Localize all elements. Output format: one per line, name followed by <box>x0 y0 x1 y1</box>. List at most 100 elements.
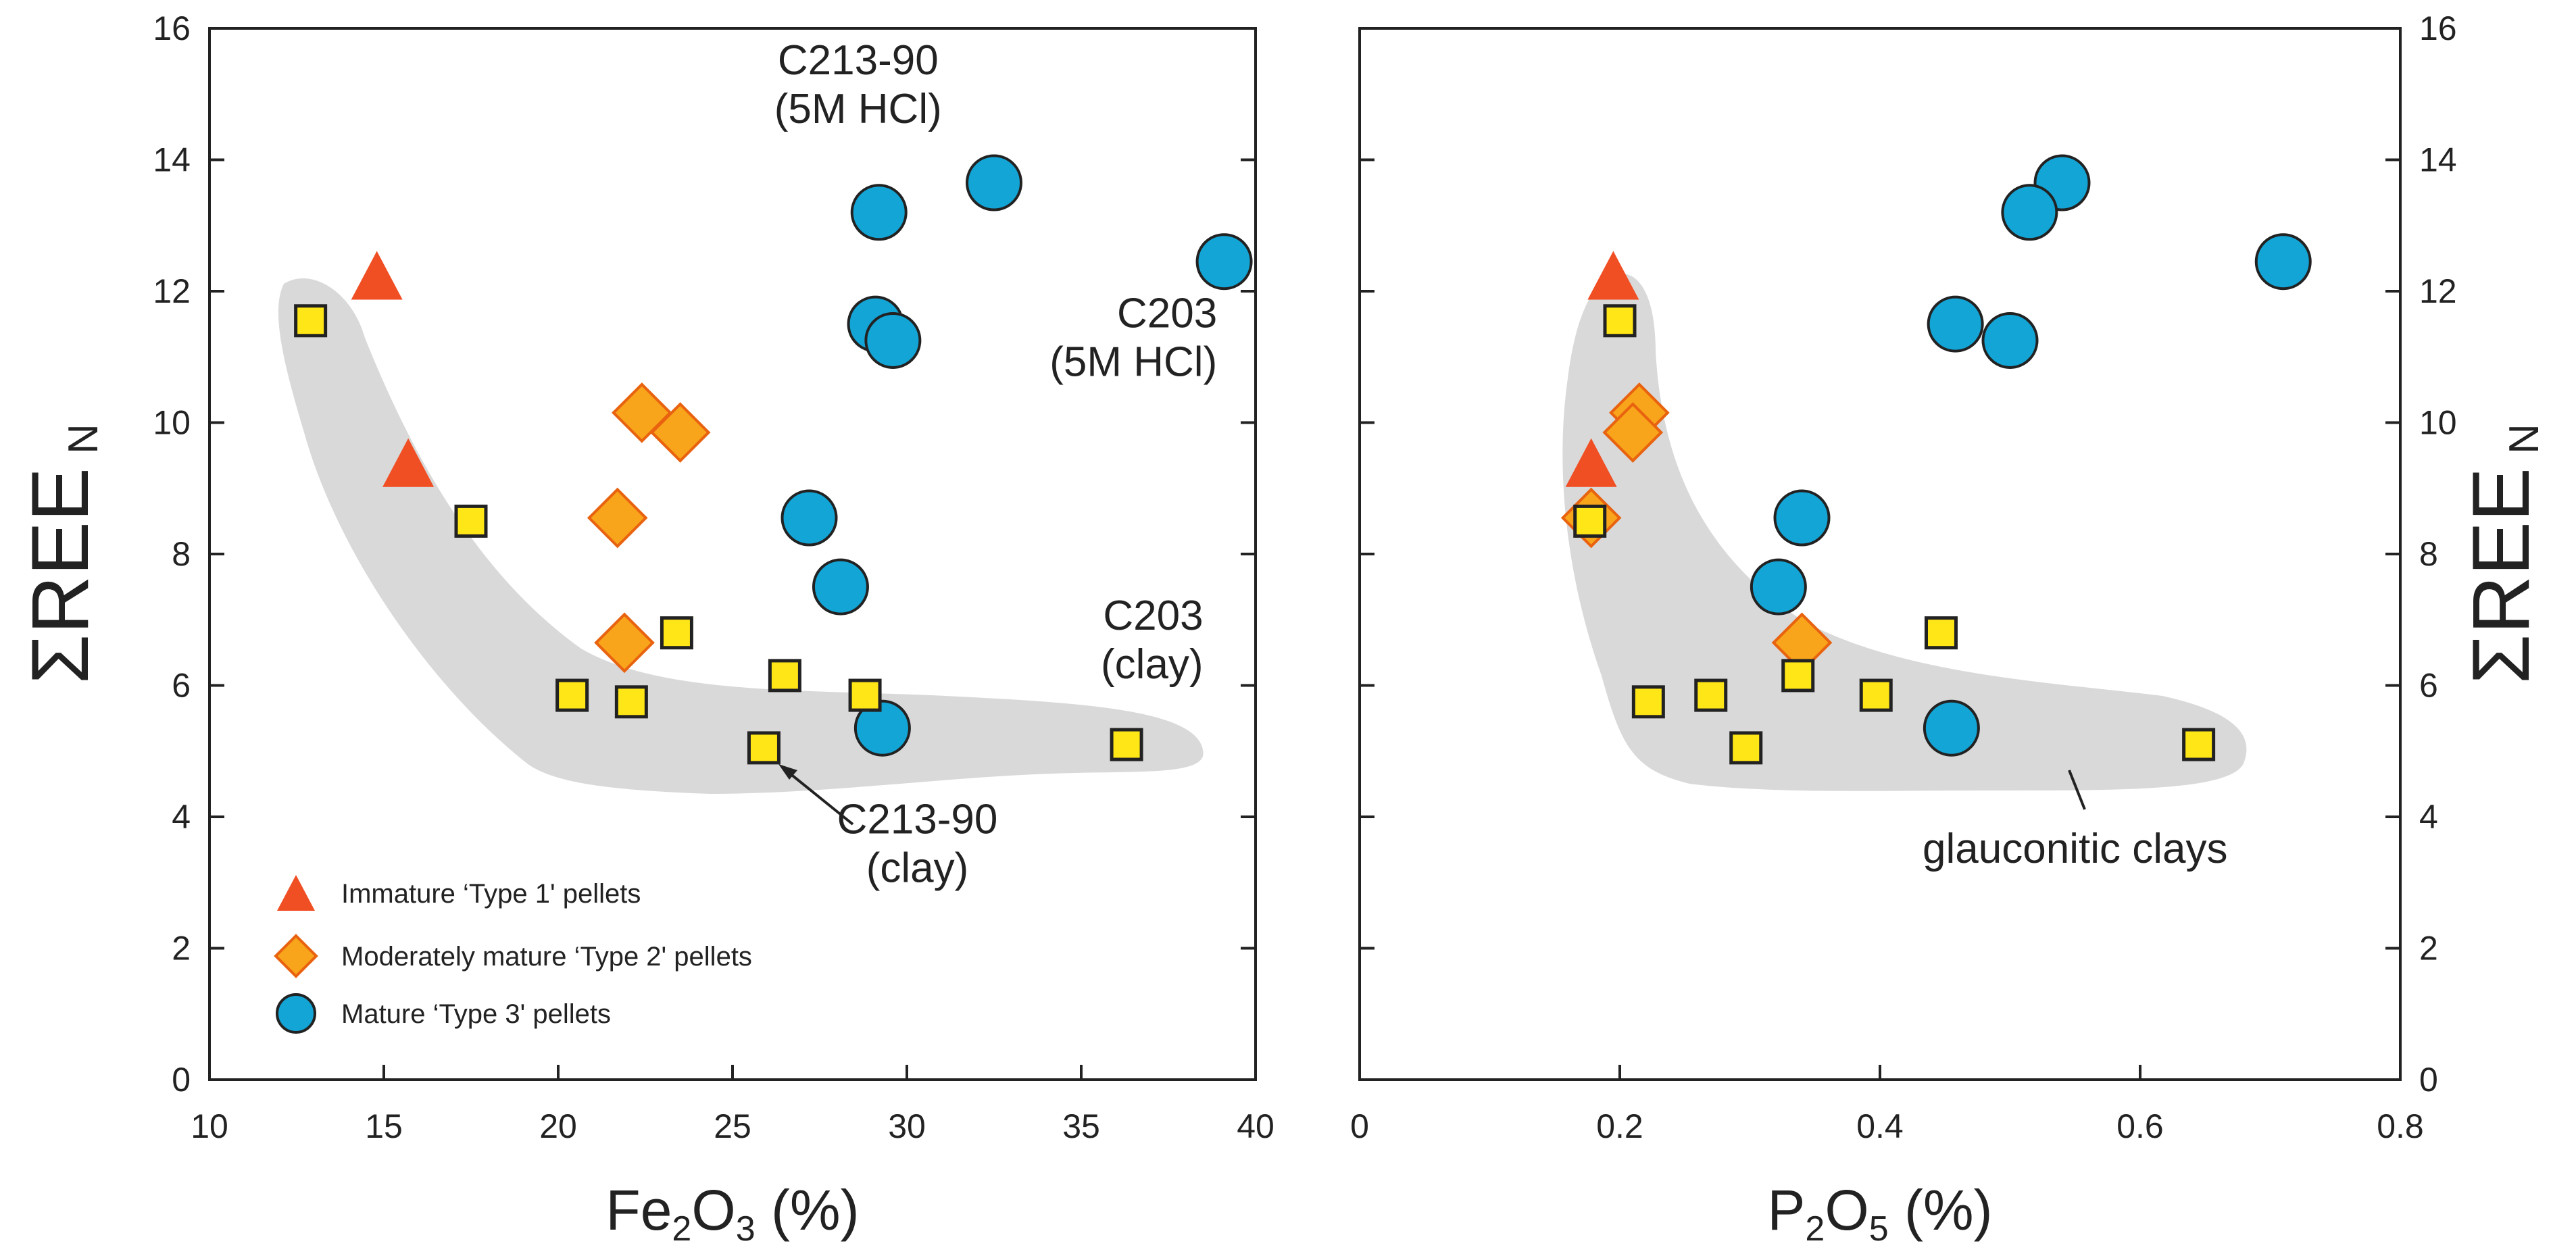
y-tick-label: 16 <box>153 9 191 47</box>
clay-point <box>1110 728 1143 761</box>
legend: Immature ‘Type 1' pellets Moderately mat… <box>274 875 752 1034</box>
x-axis-title-text: (%) <box>1889 1178 1993 1242</box>
y-tick-label: 2 <box>2419 930 2438 968</box>
sample-annotation: C213-90 (clay) <box>837 796 998 891</box>
annotation-line: C213-90 <box>837 796 998 843</box>
sample-annotation: C203 (5M HCl) <box>1049 290 1217 385</box>
x-tick-label: 15 <box>365 1107 403 1145</box>
y-tick-label: 8 <box>172 535 191 573</box>
y-axis-title-main: ΣREE <box>15 468 105 684</box>
clay-point <box>1781 659 1815 693</box>
type3-pellet-point <box>1750 558 1807 616</box>
tick-layer-right: 0 0.2 0.4 0.6 0.8 0 2 4 6 8 10 12 14 16 <box>1350 9 2457 1145</box>
x-axis-title-text: O <box>691 1178 735 1242</box>
annotation-line: C203 <box>1103 593 1203 639</box>
y-tick-label: 4 <box>2419 798 2438 836</box>
x-tick-label: 25 <box>714 1107 751 1145</box>
x-axis-title-text: (%) <box>756 1178 860 1242</box>
type1-pellet-point <box>1587 251 1639 300</box>
type1-pellet-point <box>1565 438 1617 487</box>
type3-pellet-point <box>850 184 908 241</box>
x-tick-label: 35 <box>1062 1107 1100 1145</box>
type3-pellet-point <box>812 558 869 616</box>
x-tick-label: 0.6 <box>2116 1107 2164 1145</box>
annotation-layer-left: C213-90 (5M HCl)C203 (5M HCl)C203 (clay)C21… <box>774 37 1217 891</box>
clay-point <box>660 616 693 650</box>
x-axis-title-right: P2O5 (%) <box>1767 1178 1992 1249</box>
y-axis-title-sub: N <box>2501 424 2548 454</box>
clay-point <box>747 731 781 765</box>
type3-pellet-point <box>1195 233 1253 291</box>
x-axis-title-text: P <box>1767 1178 1805 1242</box>
annotation-arrow <box>781 766 854 826</box>
glauconitic-clay-field-right <box>1562 273 2247 791</box>
type3-pellet-point <box>966 154 1022 211</box>
type2-pellet-point <box>1602 402 1664 463</box>
x-tick-label: 30 <box>888 1107 926 1145</box>
plot-frame-right <box>1358 27 2402 1081</box>
clay-point <box>555 678 589 712</box>
clay-point <box>2182 728 2216 761</box>
x-tick-label: 0.8 <box>2377 1107 2424 1145</box>
sample-annotation: C203 (clay) <box>1101 593 1204 688</box>
y-tick-label: 12 <box>2419 272 2457 310</box>
type3-pellet-point <box>864 311 922 369</box>
legend-diamond-marker <box>274 934 318 978</box>
x-tick-label: 0.2 <box>1596 1107 1643 1145</box>
clay-point <box>614 685 648 719</box>
y-tick-label: 12 <box>153 272 191 310</box>
type3-pellet-point <box>781 489 838 547</box>
y-tick-label: 14 <box>2419 141 2457 179</box>
x-axis-title-sub: 2 <box>672 1209 691 1249</box>
glauconitic-clay-field-left <box>278 278 1204 794</box>
x-axis-title-sub: 5 <box>1869 1209 1889 1249</box>
legend-label-type2: Moderately mature ‘Type 2' pellets <box>341 942 752 972</box>
clay-point <box>1729 731 1763 765</box>
type2-pellet-point <box>594 612 655 674</box>
x-tick-label: 10 <box>191 1107 228 1145</box>
y-tick-label: 8 <box>2419 535 2438 573</box>
type3-pellet-point <box>853 699 911 757</box>
annotation-line: C213-90 <box>778 37 939 84</box>
legend-label-type3: Mature ‘Type 3' pellets <box>341 999 611 1029</box>
annotation-line: C203 <box>1117 290 1217 336</box>
clay-point <box>768 659 801 693</box>
clay-point <box>1694 678 1728 712</box>
type3-pellet-point <box>1981 311 2039 369</box>
right-panel: 0 0.2 0.4 0.6 0.8 0 2 4 6 8 10 12 14 16 glauconitic c… <box>1350 9 2548 1249</box>
type2-pellet-point <box>649 402 711 463</box>
annotation-line: (5M HCl) <box>1049 338 1217 385</box>
clay-point <box>1603 304 1637 338</box>
y-tick-label: 14 <box>153 141 191 179</box>
marks-layer-left <box>294 154 1253 765</box>
annotation-line: (5M HCl) <box>774 86 942 132</box>
y-axis-title-sub: N <box>60 424 107 454</box>
annotation-line: (clay) <box>866 845 969 891</box>
type3-pellet-point <box>1923 699 1980 757</box>
type1-pellet-point <box>351 251 403 300</box>
y-tick-label: 10 <box>2419 404 2457 442</box>
y-tick-label: 10 <box>153 404 191 442</box>
annotation-line: (clay) <box>1101 641 1204 688</box>
x-tick-label: 0.4 <box>1856 1107 1904 1145</box>
y-tick-label: 0 <box>2419 1061 2438 1099</box>
type1-pellet-point <box>382 438 435 487</box>
annotation-layer-right: glauconitic clays <box>1923 826 2227 872</box>
sample-annotation: glauconitic clays <box>1923 826 2227 872</box>
y-tick-label: 6 <box>172 667 191 705</box>
y-axis-title-left: ΣREE N <box>15 424 107 684</box>
clay-point <box>294 304 328 338</box>
annotation-line: glauconitic clays <box>1923 826 2227 872</box>
x-axis-title-text: Fe <box>605 1178 672 1242</box>
type3-pellet-point <box>2001 184 2058 241</box>
x-axis-title-sub: 3 <box>736 1209 756 1249</box>
y-tick-label: 2 <box>172 930 191 968</box>
clay-point <box>1573 504 1607 538</box>
clay-point <box>848 678 882 712</box>
type3-pellet-point <box>1927 295 1984 353</box>
y-tick-label: 6 <box>2419 667 2438 705</box>
x-axis-title-sub: 2 <box>1805 1209 1825 1249</box>
x-tick-label: 40 <box>1237 1107 1274 1145</box>
